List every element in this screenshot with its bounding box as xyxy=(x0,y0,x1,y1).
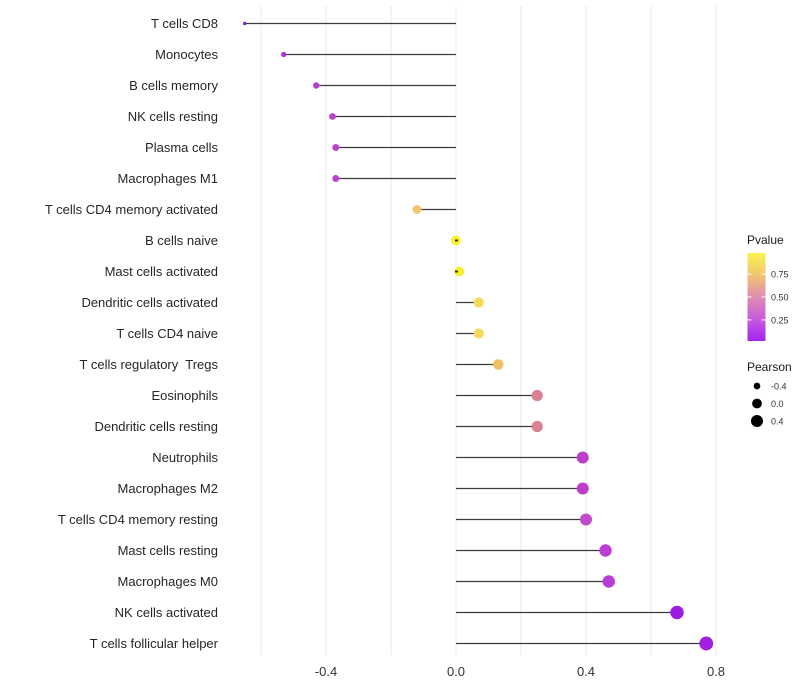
row-label: T cells CD4 memory activated xyxy=(45,202,218,217)
row-label: Neutrophils xyxy=(152,450,218,465)
row-dot xyxy=(579,513,593,526)
row-label: Macrophages M0 xyxy=(118,574,218,589)
pearson-legend-dot xyxy=(753,382,761,390)
pearson-legend-dot xyxy=(750,414,764,428)
x-tick-label: 0.0 xyxy=(447,664,465,679)
pearson-legend-dot xyxy=(752,398,762,409)
pearson-legend-label: -0.4 xyxy=(771,382,787,392)
row-label: Dendritic cells resting xyxy=(94,419,218,434)
pvalue-legend: Pvalue 0.75 0.50 0.25 xyxy=(747,233,789,341)
row-dot xyxy=(313,82,320,89)
row-dot xyxy=(473,297,484,308)
row-label: NK cells activated xyxy=(115,605,218,620)
row-dot xyxy=(602,575,615,588)
row-dot xyxy=(699,636,714,651)
row-dot xyxy=(531,389,543,402)
row-dot xyxy=(332,175,340,182)
x-tick-label: -0.4 xyxy=(315,664,337,679)
row-dot xyxy=(473,328,484,339)
pearson-legend-title: Pearson xyxy=(747,360,792,374)
row-dot xyxy=(412,205,422,214)
row-label: T cells follicular helper xyxy=(90,636,219,651)
row-label: Macrophages M1 xyxy=(118,171,218,186)
pvalue-colorbar xyxy=(747,253,766,341)
colorbar-tick-label: 0.25 xyxy=(771,315,789,325)
lollipop-rows: T cells CD8 Monocytes B cells memory NK cel… xyxy=(45,16,714,651)
row-label: T cells regulatory Tregs xyxy=(80,357,219,372)
x-tick-label: 0.8 xyxy=(707,664,725,679)
row-dot xyxy=(454,266,465,277)
row-label: B cells naive xyxy=(145,233,218,248)
row-dot xyxy=(281,51,287,58)
row-label: Dendritic cells activated xyxy=(81,295,218,310)
row-dot xyxy=(576,451,589,464)
pvalue-legend-title: Pvalue xyxy=(747,233,784,247)
row-label: Monocytes xyxy=(155,47,218,62)
colorbar-tick-label: 0.75 xyxy=(771,270,789,280)
row-dot xyxy=(599,544,612,557)
row-dot xyxy=(670,605,684,620)
row-dot xyxy=(332,144,340,151)
colorbar-tick-label: 0.50 xyxy=(771,293,789,303)
row-label: B cells memory xyxy=(129,78,218,93)
row-label: Mast cells activated xyxy=(105,264,218,279)
row-label: T cells CD4 memory resting xyxy=(58,512,218,527)
row-label: T cells CD8 xyxy=(151,16,218,31)
row-dot xyxy=(531,420,543,433)
row-label: Eosinophils xyxy=(152,388,219,403)
x-axis: -0.4 0.0 0.4 0.8 xyxy=(315,664,725,679)
x-tick-label: 0.4 xyxy=(577,664,595,679)
row-label: Plasma cells xyxy=(145,140,218,155)
row-label: Mast cells resting xyxy=(118,543,218,558)
row-label: NK cells resting xyxy=(128,109,218,124)
row-label: Macrophages M2 xyxy=(118,481,218,496)
pearson-legend: Pearson -0.4 0.0 0.4 xyxy=(747,360,792,428)
row-label: T cells CD4 naive xyxy=(116,326,218,341)
gridlines xyxy=(260,6,717,655)
row-dot xyxy=(576,482,589,495)
pearson-legend-label: 0.0 xyxy=(771,399,784,409)
row-dot xyxy=(492,359,504,370)
row-dot xyxy=(329,113,336,120)
pearson-legend-label: 0.4 xyxy=(771,417,784,427)
row-dot xyxy=(242,21,247,26)
